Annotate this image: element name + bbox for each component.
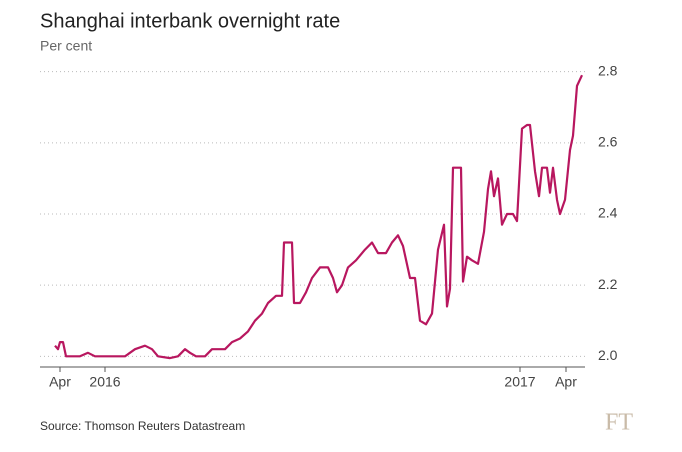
x-tick-label: 2016 [89,374,120,390]
x-tick-label: Apr [49,374,71,390]
chart-subtitle: Per cent [40,38,92,54]
logo: FT [605,410,633,436]
chart-title: Shanghai interbank overnight rate [40,10,340,32]
y-tick-label: 2.0 [598,347,618,363]
y-tick-label: 2.6 [598,134,618,150]
y-tick-label: 2.2 [598,276,618,292]
source: Source: Thomson Reuters Datastream [40,419,245,433]
x-tick-label: 2017 [504,374,535,390]
line-series [54,74,583,360]
x-tick-label: Apr [555,374,577,390]
y-tick-label: 2.4 [598,205,618,221]
y-tick-label: 2.8 [598,62,618,78]
